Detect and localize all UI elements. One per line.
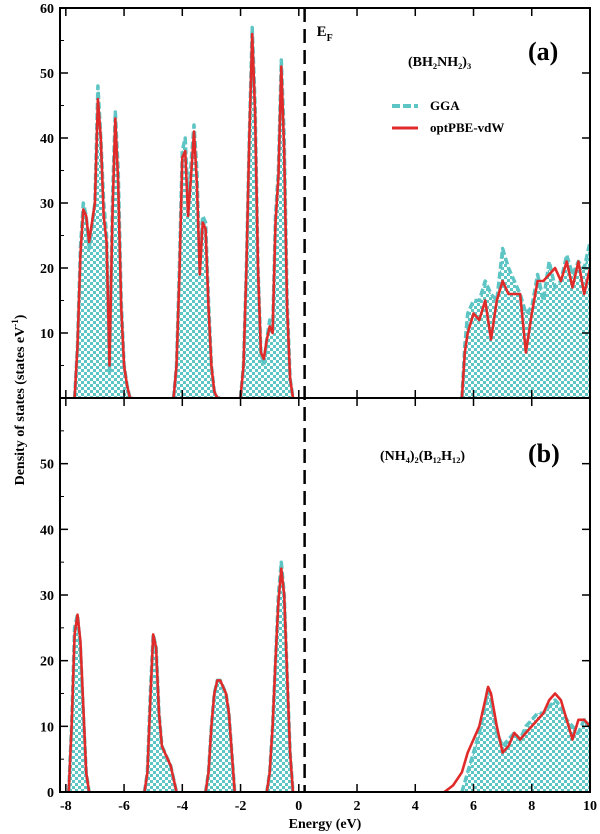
xtick-label: 8 xyxy=(528,799,535,814)
panel-a-ytick-label: 40 xyxy=(40,132,54,147)
xtick-label: -6 xyxy=(118,799,130,814)
fermi-label-sub: F xyxy=(327,33,333,44)
x-axis-label: Energy (eV) xyxy=(289,817,362,832)
panel-a-ytick-label: 60 xyxy=(40,2,54,17)
panel-a xyxy=(72,25,590,398)
panel-a-plot xyxy=(72,25,590,398)
panel-b-series-vdw-line xyxy=(67,567,590,792)
panel-a-compound: (BH₂NH₂)₃ xyxy=(408,55,471,70)
ticks: 10 20 30 40 50 60 0 10 20 30 40 50 -8 -6 -4 -2 0 2 4 6 8 10 xyxy=(40,2,597,814)
xtick-label: -2 xyxy=(235,799,247,814)
panel-a-ytick-label: 50 xyxy=(40,67,54,82)
panel-b-plot xyxy=(66,560,590,792)
xtick-label: 0 xyxy=(295,799,302,814)
panel-b-ytick-label: 50 xyxy=(40,458,54,473)
panel-a-ytick-label: 10 xyxy=(40,327,54,342)
xtick-label: 10 xyxy=(583,799,597,814)
panel-b-ytick-label: 30 xyxy=(40,589,54,604)
panel-b-series-gga-fill xyxy=(68,562,590,792)
xtick-label: 4 xyxy=(412,799,419,814)
panel-b-ytick-label: 20 xyxy=(40,655,54,670)
panel-b-ytick-label: 10 xyxy=(40,720,54,735)
panel-b-ytick-label: 40 xyxy=(40,523,54,538)
xtick-label: 6 xyxy=(470,799,477,814)
panel-b-frame xyxy=(59,397,591,793)
panel-b xyxy=(66,560,590,792)
legend-vdw-label: optPBE-vdW xyxy=(430,120,504,135)
panel-a-series-gga-fill xyxy=(74,27,590,398)
panel-a-label: (a) xyxy=(528,37,558,66)
legend-gga-label: GGA xyxy=(430,98,460,113)
fermi-level-label: EF xyxy=(317,24,333,44)
fermi-label-main: E xyxy=(317,24,327,40)
panel-b-label: (b) xyxy=(528,439,560,468)
y-axis-label-sup: -1 xyxy=(10,319,20,327)
panel-b-ytick-label: 0 xyxy=(47,786,54,801)
legend: GGA optPBE-vdW xyxy=(392,98,504,135)
panel-a-ytick-label: 20 xyxy=(40,262,54,277)
y-axis-label: Density of states (states eV-1) xyxy=(10,314,28,485)
xtick-label: -4 xyxy=(176,799,188,814)
y-axis-label-close: ) xyxy=(13,314,28,319)
xtick-label: 2 xyxy=(354,799,361,814)
panel-b-compound: (NH₄)₂(B₁₂H₁₂) xyxy=(380,449,465,464)
xtick-label: -8 xyxy=(60,799,72,814)
panel-a-ytick-label: 30 xyxy=(40,197,54,212)
y-axis-label-main: Density of states (states eV xyxy=(13,327,28,486)
panel-a-series-vdw-line xyxy=(73,32,590,398)
